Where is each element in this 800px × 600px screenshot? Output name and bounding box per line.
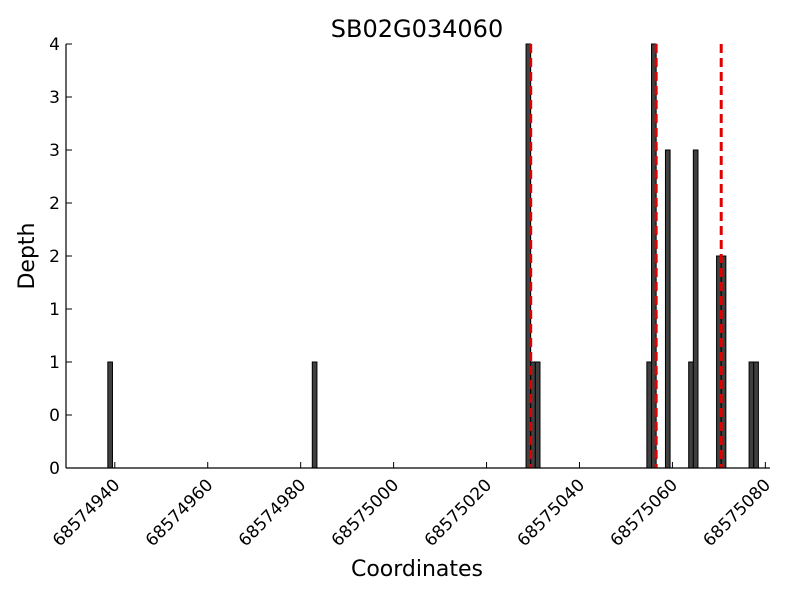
bar-13: [753, 361, 759, 469]
y-tick-label-2: 1: [49, 353, 60, 373]
y-tick-label-7: 3: [49, 88, 60, 108]
x-tick-label-3: 68575000: [328, 475, 403, 550]
y-tick-label-1: 0: [49, 406, 60, 426]
bar-7: [664, 149, 671, 469]
bar-1: [311, 361, 318, 469]
y-axis-label: Depth: [15, 222, 40, 289]
bar-0: [107, 361, 113, 469]
plot-area: 0 0 1 1 2 2 3 3 4 68574940 68574960 68574980 6857500…: [49, 35, 775, 551]
y-tick-label-6: 3: [49, 141, 60, 161]
chart-title: SB02G034060: [331, 15, 503, 43]
y-tick-label-8: 4: [49, 35, 60, 55]
bar-9: [692, 149, 699, 469]
x-tick-label-7: 68575080: [700, 475, 775, 550]
bar-5: [646, 361, 653, 469]
x-tick-label-2: 68574980: [235, 475, 310, 550]
y-tick-label-3: 1: [49, 300, 60, 320]
y-tick-label-4: 2: [49, 247, 60, 267]
y-tick-label-0: 0: [49, 459, 60, 479]
bar-4: [534, 361, 541, 469]
bar-8: [688, 361, 694, 469]
x-tick-label-6: 68575060: [607, 475, 682, 550]
x-tick-label-5: 68575040: [514, 475, 589, 550]
x-tick-label-4: 68575020: [421, 475, 496, 550]
y-tick-label-5: 2: [49, 194, 60, 214]
x-tick-label-1: 68574960: [142, 475, 217, 550]
bar-12: [748, 361, 755, 469]
x-tick-label-0: 68574940: [49, 475, 124, 550]
x-axis-label: Coordinates: [351, 557, 483, 582]
